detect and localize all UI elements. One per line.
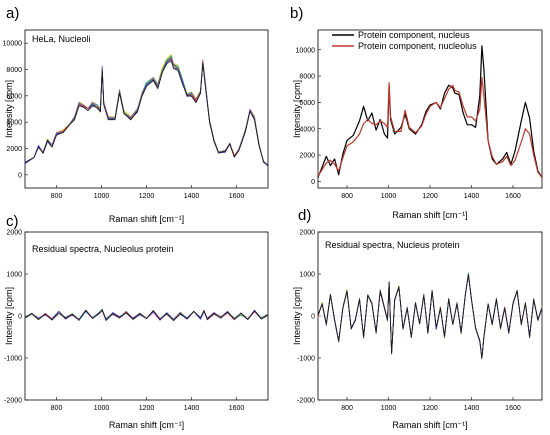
x-tick-label: 1600 [229,193,245,200]
x-axis-label: Raman shift [cm⁻¹] [392,210,467,220]
x-tick-label: 1000 [381,405,397,412]
y-axis-label: Intensity [cpm] [4,80,14,138]
x-tick-label: 1000 [381,193,397,200]
series-line-2 [24,59,269,167]
x-tick-label: 1600 [505,405,521,412]
y-tick-label: 8000 [6,67,22,74]
panel-label: c) [6,213,19,230]
y-tick-label: 1000 [299,272,315,279]
x-tick-label: 1600 [505,193,521,200]
y-tick-label: -1000 [297,356,315,363]
y-tick-label: 4000 [6,120,22,127]
x-tick-label: 1400 [184,193,200,200]
x-axis-label: Raman shift [cm⁻¹] [392,420,467,430]
x-tick-label: 1400 [464,405,480,412]
y-axis-label: Intensity [cpm] [4,287,14,345]
series-line-2 [317,76,543,178]
y-tick-label: 0 [18,314,22,321]
panel-title: Residual spectra, Nucleus protein [325,240,460,250]
y-tick-label: 0 [311,314,315,321]
y-tick-label: -2000 [4,398,22,405]
series-line-1 [24,60,269,166]
y-tick-label: -1000 [4,356,22,363]
series-line-2 [317,275,543,359]
y-tick-label: 2000 [6,230,22,237]
x-tick-label: 1000 [94,193,110,200]
plot-frame [317,29,543,189]
x-tick-label: 800 [51,193,63,200]
y-tick-label: 1000 [6,272,22,279]
panel-a: a) 0 2000 4000 6000 8000 10000 800 1000 1200 1400 1… [3,5,269,224]
y-tick-label: 6000 [299,100,315,107]
y-tick-label: -2000 [297,398,315,405]
x-tick-label: 1000 [94,405,110,412]
panel-label: a) [6,5,19,22]
legend-label: Protein component, nucleolus [358,41,477,51]
y-tick-label: 10000 [296,47,316,54]
x-tick-label: 1200 [139,405,155,412]
y-axis-label: Intensity [cpm] [292,80,302,138]
x-axis-label: Raman shift [cm⁻¹] [109,214,184,224]
panel-d: d) -2000 -1000 0 1000 2000 800 1000 1200 1400 1600… [292,207,543,430]
series-line-1 [317,45,543,178]
x-axis-label: Raman shift [cm⁻¹] [109,420,184,430]
y-tick-label: 0 [311,179,315,186]
panel-label: d) [298,207,311,224]
x-tick-label: 800 [341,193,353,200]
x-tick-label: 1400 [464,193,480,200]
y-tick-label: 4000 [299,126,315,133]
series-line-1 [24,309,269,322]
plot-frame [24,29,269,189]
x-tick-label: 1200 [422,193,438,200]
panel-label: b) [290,5,303,22]
panel-title: Residual spectra, Nucleolus protein [32,244,174,254]
panel-b: b) 0 2000 4000 6000 8000 10000 800 1000 1200 1400 1… [290,5,543,220]
y-tick-label: 2000 [299,153,315,160]
y-axis-label: Intensity [cpm] [292,287,302,345]
y-tick-label: 8000 [299,74,315,81]
y-tick-label: 2000 [6,146,22,153]
x-tick-label: 800 [51,405,63,412]
panel-title: HeLa, Nucleoli [32,34,91,44]
x-tick-label: 1400 [184,405,200,412]
x-tick-label: 800 [341,405,353,412]
y-tick-label: 6000 [6,93,22,100]
x-tick-label: 1600 [229,405,245,412]
y-tick-label: 10000 [3,41,23,48]
panel-c: c) -2000 -1000 0 1000 2000 800 1000 1200 1400 1600… [4,213,269,430]
x-tick-label: 1200 [422,405,438,412]
y-tick-label: 0 [18,172,22,179]
x-tick-label: 1200 [139,193,155,200]
y-tick-label: 2000 [299,230,315,237]
series-line-1 [317,274,543,359]
legend-label: Protein component, nucleus [358,30,470,40]
